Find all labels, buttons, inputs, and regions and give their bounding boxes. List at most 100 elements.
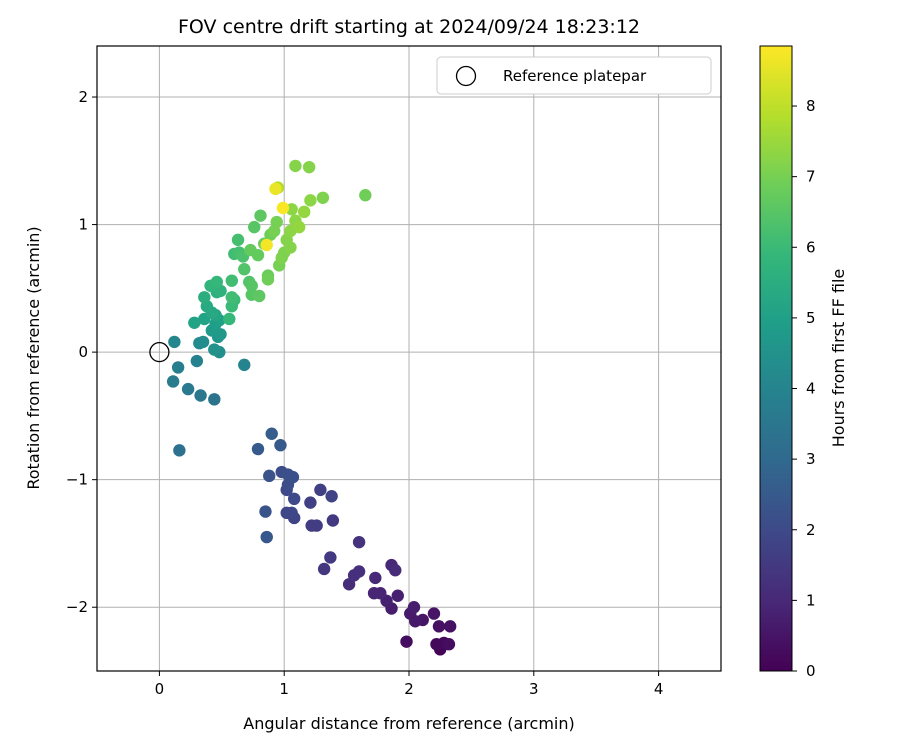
data-points xyxy=(166,159,457,656)
legend: Reference platepar xyxy=(436,56,712,95)
legend-open-circle-marker xyxy=(455,65,477,87)
chart-title: FOV centre drift starting at 2024/09/24 … xyxy=(178,16,640,38)
data-point xyxy=(171,361,185,374)
colorbar-tick-label: 7 xyxy=(806,168,816,186)
y-axis-ticks: −2 −1 0 1 2 xyxy=(66,88,97,616)
data-point xyxy=(166,375,180,388)
colorbar-tick-label: 8 xyxy=(806,97,816,115)
data-point xyxy=(188,316,201,329)
data-point xyxy=(352,535,366,549)
reference-marker xyxy=(149,341,170,363)
data-point xyxy=(196,335,210,349)
data-point xyxy=(225,291,238,304)
data-point xyxy=(276,201,290,215)
data-point xyxy=(389,564,402,577)
colorbar-tick-label: 3 xyxy=(806,450,816,468)
data-point xyxy=(251,248,265,262)
data-point xyxy=(325,490,338,503)
data-point xyxy=(260,530,273,544)
data-point xyxy=(292,220,306,234)
legend-label: Reference platepar xyxy=(503,67,647,85)
colorbar-tick-label: 0 xyxy=(806,662,816,680)
data-point xyxy=(263,469,276,483)
data-point xyxy=(270,215,283,229)
data-point xyxy=(194,389,207,402)
data-point xyxy=(245,279,258,292)
data-point xyxy=(253,289,266,303)
data-point xyxy=(265,427,278,440)
data-point xyxy=(248,220,261,234)
data-point xyxy=(407,601,421,614)
data-point xyxy=(443,620,457,633)
data-point xyxy=(259,505,272,518)
data-point xyxy=(208,393,221,406)
data-point xyxy=(324,551,337,564)
x-tick-label: 4 xyxy=(654,680,664,698)
y-tick-label: 2 xyxy=(78,88,88,106)
data-point xyxy=(391,589,404,602)
data-point xyxy=(369,571,382,585)
data-point xyxy=(304,194,317,207)
data-point xyxy=(352,565,366,578)
data-point xyxy=(238,263,251,276)
x-tick-label: 1 xyxy=(279,680,289,698)
data-point xyxy=(168,335,181,349)
colorbar-tick-label: 5 xyxy=(806,309,816,327)
data-point xyxy=(210,275,224,289)
data-point xyxy=(285,506,298,520)
colorbar-tick-label: 6 xyxy=(806,238,816,256)
data-point xyxy=(181,382,195,396)
data-point xyxy=(260,238,273,252)
data-point xyxy=(286,470,300,484)
data-point xyxy=(316,191,330,204)
legend-box xyxy=(436,56,712,95)
data-point xyxy=(269,182,282,196)
y-axis-label: Rotation from reference (arcmin) xyxy=(24,226,43,489)
data-point xyxy=(442,638,456,651)
data-point xyxy=(427,607,441,620)
colorbar-tick-label: 2 xyxy=(806,521,816,539)
data-point xyxy=(254,209,267,222)
data-point xyxy=(326,514,340,527)
data-point xyxy=(310,519,323,532)
data-point xyxy=(400,635,413,648)
data-point xyxy=(297,205,311,219)
data-point xyxy=(289,159,302,173)
data-point xyxy=(198,291,211,304)
data-point xyxy=(231,233,245,247)
y-tick-label: −2 xyxy=(66,598,88,616)
data-point xyxy=(251,442,265,456)
x-axis-label: Angular distance from reference (arcmin) xyxy=(243,714,574,733)
data-point xyxy=(238,358,251,372)
x-tick-label: 0 xyxy=(155,680,165,698)
colorbar-tick-label: 4 xyxy=(806,380,816,398)
x-tick-label: 3 xyxy=(529,680,539,698)
y-tick-label: −1 xyxy=(66,471,88,489)
data-point xyxy=(367,586,381,600)
y-tick-label: 1 xyxy=(78,216,88,234)
colorbar xyxy=(759,45,793,672)
data-point xyxy=(317,562,331,576)
colorbar-tick-label: 1 xyxy=(806,591,816,609)
data-point xyxy=(302,160,316,174)
y-tick-label: 0 xyxy=(78,343,88,361)
data-point xyxy=(223,312,236,326)
data-point xyxy=(225,274,238,287)
data-point xyxy=(274,439,287,452)
x-axis-ticks: 0 1 2 3 4 xyxy=(155,671,664,698)
x-tick-label: 2 xyxy=(404,680,414,698)
data-point xyxy=(359,189,372,202)
reference-platepar-marker xyxy=(149,341,170,363)
data-point xyxy=(287,492,301,506)
data-point xyxy=(284,241,297,254)
data-point xyxy=(190,354,204,368)
data-point xyxy=(314,483,327,497)
colorbar-ticks: 0 1 2 3 4 5 6 7 8 xyxy=(792,97,816,680)
colorbar-label: Hours from first FF file xyxy=(829,269,848,448)
data-point xyxy=(304,496,317,509)
data-point xyxy=(173,444,186,457)
data-point xyxy=(432,620,446,633)
data-point xyxy=(208,343,221,356)
data-point xyxy=(261,273,275,286)
